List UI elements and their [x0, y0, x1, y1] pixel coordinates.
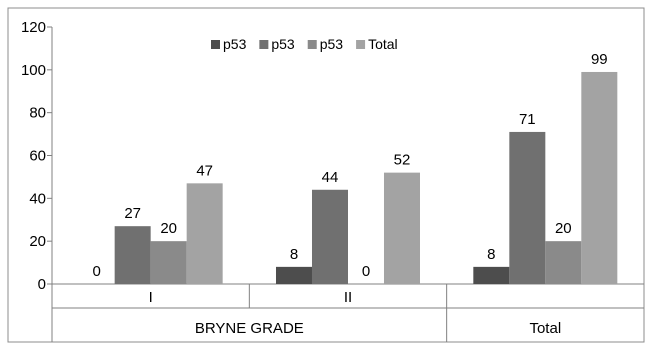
bar	[114, 226, 151, 284]
legend-swatch	[259, 40, 269, 49]
data-label: 99	[591, 51, 608, 68]
data-label: 8	[290, 246, 298, 263]
legend-entry-label: p53	[223, 36, 247, 52]
data-label: 0	[362, 263, 370, 280]
bar	[473, 266, 510, 284]
legend-swatch	[211, 40, 220, 49]
legend-swatch	[356, 40, 366, 49]
x-category-label: I	[149, 289, 153, 306]
y-tick-label: 60	[29, 148, 46, 165]
chart-frame	[7, 7, 645, 343]
y-tick-label: 100	[21, 62, 46, 79]
data-label: 20	[160, 220, 177, 237]
data-label: 47	[196, 162, 213, 179]
y-tick-label: 20	[29, 233, 46, 250]
data-label: 20	[555, 220, 572, 237]
bar	[383, 172, 420, 284]
legend-entry-label: Total	[368, 36, 398, 52]
data-label: 8	[487, 246, 495, 263]
legend-swatch	[307, 40, 317, 49]
bar	[186, 183, 223, 284]
data-label: 52	[394, 152, 411, 169]
data-label: 44	[322, 169, 339, 186]
x-group-label: BRYNE GRADE	[195, 320, 304, 337]
legend-entry-label: p53	[271, 36, 295, 52]
bar	[275, 266, 312, 284]
bar	[150, 241, 187, 284]
y-tick-label: 40	[29, 190, 46, 207]
y-tick-label: 0	[38, 276, 46, 293]
y-tick-label: 120	[21, 19, 46, 36]
data-label: 0	[92, 263, 100, 280]
legend-entry-label: p53	[320, 36, 344, 52]
x-category-label: II	[344, 289, 352, 306]
bar	[581, 71, 618, 284]
bar	[509, 131, 546, 284]
data-label: 71	[519, 111, 536, 128]
data-label: 27	[124, 205, 141, 222]
bar	[545, 241, 582, 284]
bar	[311, 189, 348, 284]
y-tick-label: 80	[29, 105, 46, 122]
x-group-label: Total	[529, 320, 561, 337]
